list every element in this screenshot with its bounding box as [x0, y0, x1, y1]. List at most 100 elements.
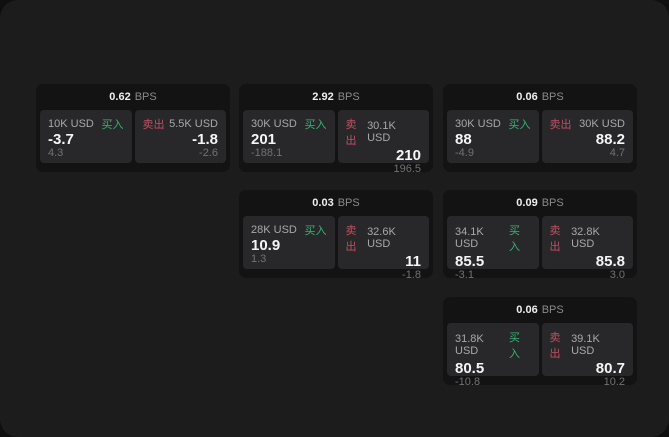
sell-delta: 4.7 [609, 147, 625, 159]
buy-button[interactable]: 买入 [304, 225, 327, 237]
sell-price: 85.8 [595, 253, 625, 270]
sell-panel[interactable]: 卖出 30K USD 88.2 4.7 [541, 110, 633, 163]
sell-button[interactable]: 卖出 [549, 225, 561, 253]
buy-price: 80.5 [455, 360, 485, 377]
sell-amount-label: 30K USD [579, 118, 625, 130]
buy-delta: 1.3 [251, 253, 267, 265]
sell-panel[interactable]: 卖出 32.8K USD 85.8 3.0 [541, 216, 633, 278]
bps-unit: BPS [337, 91, 360, 103]
buy-panel[interactable]: 28K USD 买入 10.9 1.3 [243, 216, 335, 269]
buy-delta: -3.1 [455, 269, 474, 278]
sell-delta: 10.2 [603, 376, 625, 385]
buy-panel-top: 31.8K USD 买入 [455, 329, 531, 361]
sell-price: 88.2 [595, 131, 625, 148]
sell-button[interactable]: 卖出 [345, 119, 357, 147]
bps-header: 0.06 BPS [443, 84, 637, 110]
quote-panels: 34.1K USD 买入 85.5 -3.1 卖出 32.8K USD 85.8… [443, 216, 637, 278]
quote-panels: 28K USD 买入 10.9 1.3 卖出 32.6K USD 11 -1.8 [239, 216, 433, 278]
bps-header: 0.09 BPS [443, 190, 637, 216]
sell-button[interactable]: 卖出 [142, 119, 165, 131]
buy-panel[interactable]: 30K USD 买入 88 -4.9 [447, 110, 539, 163]
buy-price: 201 [251, 131, 277, 148]
bps-header: 0.06 BPS [443, 297, 637, 323]
bps-header: 0.03 BPS [239, 190, 433, 216]
buy-amount-label: 31.8K USD [455, 333, 484, 357]
buy-button[interactable]: 买入 [508, 332, 520, 360]
sell-panel-top: 卖出 32.8K USD [550, 222, 626, 254]
buy-price: 88 [455, 131, 472, 148]
buy-price: 85.5 [455, 253, 485, 270]
bps-unit: BPS [541, 91, 564, 103]
sell-panel[interactable]: 卖出 30.1K USD 210 196.5 [337, 110, 429, 172]
quote-card: 0.03 BPS 28K USD 买入 10.9 1.3 卖出 32.6K US… [239, 190, 433, 278]
buy-panel-top: 34.1K USD 买入 [455, 222, 531, 254]
bps-value: 0.03 [312, 197, 334, 209]
buy-panel[interactable]: 30K USD 买入 201 -188.1 [243, 110, 335, 163]
sell-panel-top: 卖出 30.1K USD [346, 116, 422, 148]
sell-delta: -1.8 [402, 269, 421, 278]
sell-panel-top: 卖出 5.5K USD [143, 116, 219, 132]
sell-price: -1.8 [192, 131, 218, 148]
sell-amount-label: 30.1K USD [367, 120, 396, 144]
bps-unit: BPS [134, 91, 157, 103]
buy-button[interactable]: 买入 [101, 119, 124, 131]
sell-panel[interactable]: 卖出 5.5K USD -1.8 -2.6 [134, 110, 226, 163]
sell-amount-label: 32.8K USD [571, 226, 600, 250]
sell-panel[interactable]: 卖出 32.6K USD 11 -1.8 [337, 216, 429, 278]
buy-amount-label: 30K USD [251, 118, 297, 130]
sell-amount-label: 39.1K USD [571, 333, 600, 357]
bps-value: 0.62 [109, 91, 131, 103]
bps-value: 0.09 [516, 197, 538, 209]
sell-button[interactable]: 卖出 [549, 119, 572, 131]
sell-button[interactable]: 卖出 [549, 332, 561, 360]
quote-panels: 30K USD 买入 88 -4.9 卖出 30K USD 88.2 4.7 [443, 110, 637, 163]
bps-value: 0.06 [516, 304, 538, 316]
sell-price: 11 [405, 253, 421, 270]
sell-price: 80.7 [595, 360, 625, 377]
sell-panel-top: 卖出 39.1K USD [550, 329, 626, 361]
buy-price: -3.7 [48, 131, 74, 148]
buy-panel-top: 28K USD 买入 [251, 222, 327, 238]
sell-amount-label: 32.6K USD [367, 226, 396, 250]
quote-panels: 31.8K USD 买入 80.5 -10.8 卖出 39.1K USD 80.… [443, 323, 637, 385]
buy-delta: -10.8 [455, 376, 481, 385]
bps-unit: BPS [541, 197, 564, 209]
quote-card: 0.62 BPS 10K USD 买入 -3.7 4.3 卖出 5.5K USD… [36, 84, 230, 172]
sell-price: 210 [395, 147, 421, 164]
buy-amount-label: 30K USD [455, 118, 501, 130]
sell-button[interactable]: 卖出 [345, 225, 357, 253]
buy-panel-top: 10K USD 买入 [48, 116, 124, 132]
bps-value: 2.92 [312, 91, 334, 103]
sell-panel[interactable]: 卖出 39.1K USD 80.7 10.2 [541, 323, 633, 385]
quote-panels: 10K USD 买入 -3.7 4.3 卖出 5.5K USD -1.8 -2.… [36, 110, 230, 163]
buy-button[interactable]: 买入 [508, 119, 531, 131]
sell-delta: -2.6 [199, 147, 218, 159]
buy-panel[interactable]: 31.8K USD 买入 80.5 -10.8 [447, 323, 539, 385]
buy-button[interactable]: 买入 [304, 119, 327, 131]
buy-panel-top: 30K USD 买入 [251, 116, 327, 132]
bps-unit: BPS [337, 197, 360, 209]
quote-card: 0.09 BPS 34.1K USD 买入 85.5 -3.1 卖出 32.8K… [443, 190, 637, 278]
sell-amount-label: 5.5K USD [169, 118, 218, 130]
buy-button[interactable]: 买入 [508, 225, 520, 253]
bps-header: 0.62 BPS [36, 84, 230, 110]
buy-amount-label: 34.1K USD [455, 226, 484, 250]
buy-panel-top: 30K USD 买入 [455, 116, 531, 132]
buy-delta: -188.1 [251, 147, 283, 159]
buy-panel[interactable]: 10K USD 买入 -3.7 4.3 [40, 110, 132, 163]
buy-price: 10.9 [251, 237, 281, 254]
bps-header: 2.92 BPS [239, 84, 433, 110]
buy-amount-label: 10K USD [48, 118, 94, 130]
bps-value: 0.06 [516, 91, 538, 103]
buy-delta: -4.9 [455, 147, 474, 159]
buy-delta: 4.3 [48, 147, 64, 159]
buy-panel[interactable]: 34.1K USD 买入 85.5 -3.1 [447, 216, 539, 278]
quote-panels: 30K USD 买入 201 -188.1 卖出 30.1K USD 210 1… [239, 110, 433, 172]
sell-panel-top: 卖出 30K USD [550, 116, 626, 132]
quote-card: 0.06 BPS 30K USD 买入 88 -4.9 卖出 30K USD 8… [443, 84, 637, 172]
buy-amount-label: 28K USD [251, 224, 297, 236]
quote-card: 2.92 BPS 30K USD 买入 201 -188.1 卖出 30.1K … [239, 84, 433, 172]
sell-panel-top: 卖出 32.6K USD [346, 222, 422, 254]
